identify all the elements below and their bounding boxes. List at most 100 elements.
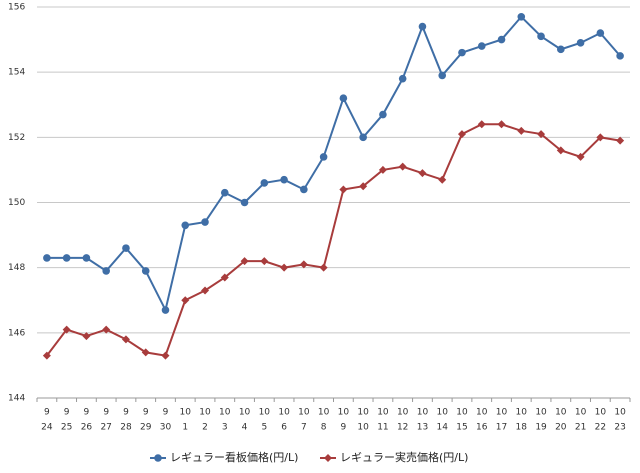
x-tick-label: 10 <box>535 408 547 418</box>
x-tick-label: 10 <box>239 408 251 418</box>
x-tick-label: 10 <box>496 408 508 418</box>
data-point <box>537 130 546 139</box>
data-point <box>161 306 170 314</box>
x-tick-label: 10 <box>219 408 231 418</box>
data-point <box>280 263 289 272</box>
data-point <box>497 120 506 129</box>
x-tick-label: 22 <box>595 423 606 433</box>
data-point <box>181 221 190 230</box>
data-point <box>260 257 269 266</box>
data-point <box>379 110 387 119</box>
data-point <box>576 39 585 47</box>
x-tick-label: 14 <box>436 423 448 433</box>
x-tick-label: 26 <box>81 423 93 433</box>
x-tick-label: 25 <box>61 423 72 433</box>
x-tick-label: 23 <box>614 423 625 433</box>
x-tick-label: 10 <box>595 408 607 418</box>
legend-label: レギュラー看板価格(円/L) <box>170 450 298 464</box>
data-point <box>359 182 368 191</box>
x-tick-label: 10 <box>476 408 488 418</box>
data-point <box>517 12 526 21</box>
data-point <box>201 218 209 226</box>
x-tick-label: 10 <box>436 408 448 418</box>
x-tick-label: 7 <box>301 423 307 433</box>
data-point <box>398 74 407 83</box>
x-tick-label: 10 <box>298 408 310 418</box>
y-tick-label: 148 <box>8 263 25 273</box>
data-point <box>339 94 348 103</box>
data-point <box>181 296 190 305</box>
data-point <box>497 35 506 44</box>
x-tick-label: 10 <box>377 408 389 418</box>
x-tick-label: 24 <box>41 423 53 433</box>
x-tick-label: 10 <box>357 423 369 433</box>
data-point <box>378 165 387 174</box>
data-point <box>240 257 249 266</box>
data-point <box>339 185 348 194</box>
data-point <box>161 351 170 360</box>
data-point <box>319 263 328 272</box>
data-point <box>418 22 427 31</box>
data-point <box>141 267 150 275</box>
x-tick-label: 9 <box>44 408 50 418</box>
data-point <box>102 325 111 334</box>
x-tick-label: 11 <box>377 423 388 433</box>
x-tick-label: 9 <box>341 423 347 433</box>
x-tick-label: 21 <box>575 423 586 433</box>
data-point <box>260 179 269 187</box>
x-tick-label: 4 <box>242 423 248 433</box>
data-point <box>616 136 625 145</box>
data-point <box>220 188 229 197</box>
x-tick-label: 3 <box>222 423 228 433</box>
data-point <box>121 335 130 344</box>
data-point <box>220 273 229 282</box>
x-tick-label: 10 <box>259 408 271 418</box>
x-tick-label: 19 <box>535 423 547 433</box>
data-point <box>62 254 71 262</box>
data-point <box>596 29 605 37</box>
x-tick-label: 9 <box>163 408 169 418</box>
x-tick-label: 10 <box>417 408 429 418</box>
data-point <box>82 254 91 262</box>
data-point <box>477 42 486 50</box>
x-tick-label: 10 <box>278 408 290 418</box>
data-point <box>62 325 71 334</box>
x-tick-label: 13 <box>417 423 428 433</box>
data-point <box>596 133 605 142</box>
data-point <box>458 48 466 57</box>
legend-marker <box>324 454 332 462</box>
series-line <box>46 123 621 357</box>
data-point <box>240 198 249 207</box>
data-point <box>122 244 130 252</box>
legend-label: レギュラー実売価格(円/L) <box>340 450 468 464</box>
x-tick-label: 10 <box>318 408 330 418</box>
data-point <box>457 130 466 139</box>
x-tick-label: 10 <box>614 408 626 418</box>
y-tick-label: 156 <box>8 3 25 13</box>
x-tick-label: 2 <box>202 423 208 433</box>
x-tick-label: 12 <box>397 423 408 433</box>
x-tick-label: 5 <box>261 423 267 433</box>
x-tick-label: 10 <box>180 408 192 418</box>
data-point <box>556 146 565 155</box>
data-point <box>477 120 486 129</box>
x-tick-label: 28 <box>120 423 132 433</box>
data-point <box>576 152 585 161</box>
data-point <box>359 133 367 142</box>
y-tick-label: 146 <box>8 328 25 338</box>
x-tick-label: 15 <box>456 423 467 433</box>
series-line <box>46 15 621 313</box>
data-point <box>517 126 526 135</box>
data-point <box>280 175 288 184</box>
data-point <box>537 32 545 41</box>
x-tick-label: 10 <box>516 408 528 418</box>
y-tick-label: 152 <box>8 133 25 143</box>
x-tick-label: 8 <box>321 423 327 433</box>
data-point <box>102 267 110 275</box>
x-tick-label: 1 <box>182 423 188 433</box>
x-tick-label: 9 <box>103 408 109 418</box>
x-tick-label: 6 <box>281 423 287 433</box>
data-point <box>42 351 51 360</box>
x-tick-label: 29 <box>140 423 152 433</box>
